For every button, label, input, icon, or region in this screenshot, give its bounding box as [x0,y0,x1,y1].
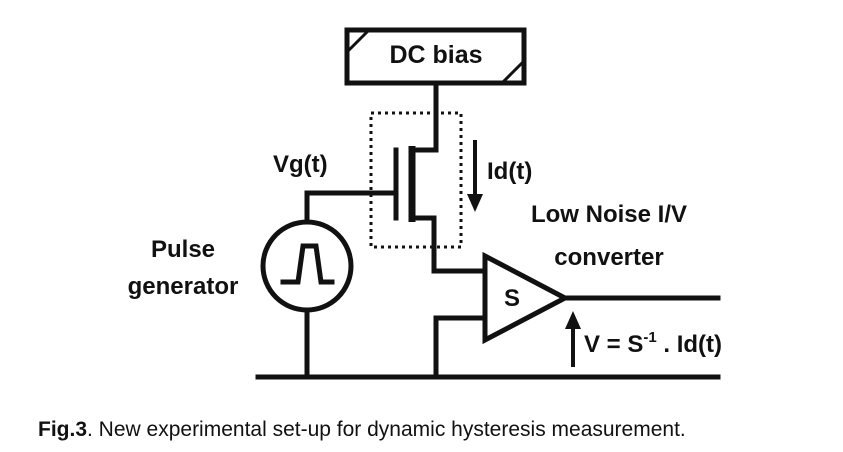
vg-label: Vg(t) [273,151,328,178]
output-formula-label: V = S-1 . Id(t) [584,329,722,358]
drain-wire [423,80,439,153]
id-arrow [467,140,483,212]
dc-bias-corner-hatch-right [500,59,526,85]
output-formula-prefix: V = S [584,331,643,358]
output-formula-suffix: . Id(t) [657,331,722,358]
amplifier-ground-input-wire [433,315,488,380]
figure-caption-text: . New experimental set-up for dynamic hy… [87,418,686,441]
pulse-waveform-icon [280,243,335,285]
figure-caption-label: Fig.3 [38,418,88,441]
pulse-generator-label-line1: Pulse [151,236,215,263]
pulse-generator-label-line2: generator [128,273,239,300]
output-voltage-arrow [565,311,581,367]
amplifier-triangle [482,251,571,345]
dc-bias-label: DC bias [389,41,482,69]
dc-bias-corner-hatch-left [345,28,371,54]
source-wire [431,215,488,274]
pulse-generator [260,219,354,313]
output-arrow-head [565,311,581,329]
output-formula-exponent: -1 [643,329,656,346]
transistor [393,146,437,222]
figure-caption: Fig.3. New experimental set-up for dynam… [38,418,686,442]
pulse-generator-circle [260,219,354,313]
dc-bias-box: DC bias [344,27,527,86]
id-label: Id(t) [487,158,532,185]
converter-label-line2: converter [554,244,663,271]
converter-label-line1: Low Noise I/V [531,201,687,228]
device-dotted-enclosure [369,111,463,249]
gate-wire [304,190,399,225]
amplifier-gain-symbol: S [504,285,520,312]
id-arrow-head [467,194,483,212]
iv-converter-amplifier: S [482,251,571,345]
